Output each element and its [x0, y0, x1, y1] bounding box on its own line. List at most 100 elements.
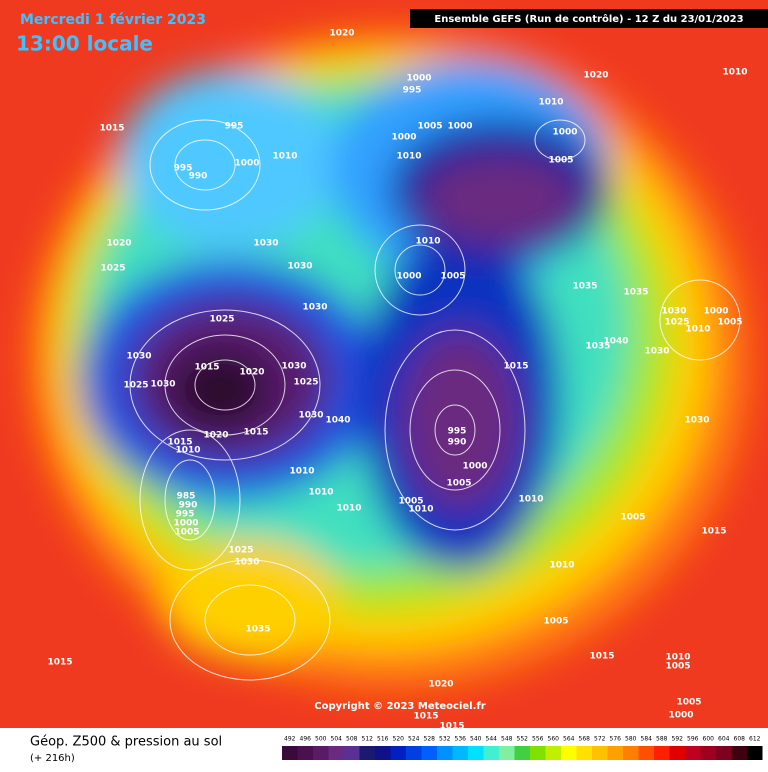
isobar-label: 1010	[538, 98, 563, 108]
isobar-label: 1025	[228, 546, 253, 556]
legend-swatch	[592, 746, 608, 760]
isobar-label: 1015	[167, 438, 192, 448]
isobar-label: 995	[448, 427, 467, 437]
isobar-label: 1005	[548, 156, 573, 166]
legend-swatch	[514, 746, 530, 760]
isobar-label: 990	[448, 438, 467, 448]
legend-tick-label: 612	[749, 736, 761, 743]
legend-tick-label: 600	[703, 736, 715, 743]
isobar-label: 1030	[298, 411, 323, 421]
isobar-label: 985	[177, 492, 196, 502]
legend-tick-label: 580	[625, 736, 637, 743]
legend-swatch	[499, 746, 515, 760]
legend-tick-label: 608	[734, 736, 746, 743]
legend-tick-label: 528	[424, 736, 436, 743]
isobar-label: 1010	[518, 495, 543, 505]
isobar-label: 1020	[329, 29, 354, 39]
isobar-label: 1020	[106, 239, 131, 249]
legend-tick-label: 604	[718, 736, 730, 743]
legend-tick-label: 532	[439, 736, 451, 743]
isobar-label: 1005	[717, 318, 742, 328]
legend-tick-label: 548	[501, 736, 513, 743]
legend-swatch	[669, 746, 685, 760]
run-box	[410, 9, 768, 28]
isobar-label: 1030	[234, 558, 259, 568]
isobar-label: 1010	[289, 467, 314, 477]
legend-tick-label: 500	[315, 736, 327, 743]
legend-tick-label: 492	[284, 736, 296, 743]
legend-tick-label: 524	[408, 736, 420, 743]
isobar-label: 1000	[552, 128, 577, 138]
isobar-label: 1015	[194, 363, 219, 373]
isobar-label: 1005	[440, 272, 465, 282]
isobar-label: 1010	[175, 446, 200, 456]
isobar-label: 995	[174, 164, 193, 174]
isobar-label: 1035	[623, 288, 648, 298]
legend-swatch	[282, 746, 298, 760]
isobar-label: 1005	[398, 497, 423, 507]
legend-tick-label: 520	[393, 736, 405, 743]
isobar-label: 1030	[287, 262, 312, 272]
legend-swatch	[654, 746, 670, 760]
legend-swatch	[731, 746, 747, 760]
footer-title: Géop. Z500 & pression au sol	[30, 735, 222, 750]
isobar-label: 1000	[234, 159, 259, 169]
isobar-label: 1005	[676, 698, 701, 708]
isobar-label: 995	[403, 86, 422, 96]
legend-swatch	[545, 746, 561, 760]
isobar-label: 1010	[685, 325, 710, 335]
time: 13:00 locale	[16, 32, 153, 56]
isobar-label: 1015	[243, 428, 268, 438]
isobar-label: 1000	[668, 711, 693, 721]
isobar-label: 1005	[620, 513, 645, 523]
isobar-label: 1010	[665, 653, 690, 663]
legend-tick-label: 556	[532, 736, 544, 743]
legend-tick-label: 572	[594, 736, 606, 743]
legend-tick-label: 592	[672, 736, 684, 743]
legend-swatch	[437, 746, 453, 760]
isobar-label: 1020	[428, 680, 453, 690]
legend-swatch	[344, 746, 360, 760]
isobar-label: 1010	[722, 68, 747, 78]
legend-swatch	[607, 746, 623, 760]
isobar-label: 1005	[417, 122, 442, 132]
isobar-label: 990	[189, 172, 208, 182]
isobar-label: 1030	[253, 239, 278, 249]
isobar-label: 1030	[644, 347, 669, 357]
legend-swatch	[747, 746, 763, 760]
legend-swatch	[328, 746, 344, 760]
legend-tick-label: 552	[517, 736, 529, 743]
isobar-label: 1010	[408, 505, 433, 515]
isobar-label: 995	[225, 122, 244, 132]
isobar-label: 1035	[572, 282, 597, 292]
legend-swatch	[716, 746, 732, 760]
isobar-label: 1015	[99, 124, 124, 134]
isobar-label: 1025	[664, 318, 689, 328]
isobar-label: 1010	[549, 561, 574, 571]
legend-swatch	[468, 746, 484, 760]
isobar-label: 990	[179, 501, 198, 511]
legend-tick-label: 512	[362, 736, 374, 743]
isobar-label: 1005	[446, 479, 471, 489]
isobar-label: 1030	[684, 416, 709, 426]
isobar-label: 1035	[585, 342, 610, 352]
legend-swatch	[359, 746, 375, 760]
isobar-label: 1010	[415, 237, 440, 247]
isobar-label: 1000	[462, 462, 487, 472]
legend-tick-label: 568	[579, 736, 591, 743]
legend-swatch	[297, 746, 313, 760]
isobar-label: 1040	[603, 337, 628, 347]
legend-swatch	[421, 746, 437, 760]
legend: 492 496 500 504 508 512 516 520 524 528 532 536 540 5…	[282, 736, 763, 760]
isobar-label: 1000	[447, 122, 472, 132]
isobar-label: 1025	[293, 378, 318, 388]
isobar-label: 1035	[245, 625, 270, 635]
isobar-label: 1020	[203, 431, 228, 441]
legend-tick-label: 536	[455, 736, 467, 743]
isobar-label: 1015	[503, 362, 528, 372]
isobar-label: 1000	[703, 307, 728, 317]
isobar-label: 1030	[661, 307, 686, 317]
isobar-label: 1025	[123, 381, 148, 391]
legend-tick-label: 544	[486, 736, 498, 743]
